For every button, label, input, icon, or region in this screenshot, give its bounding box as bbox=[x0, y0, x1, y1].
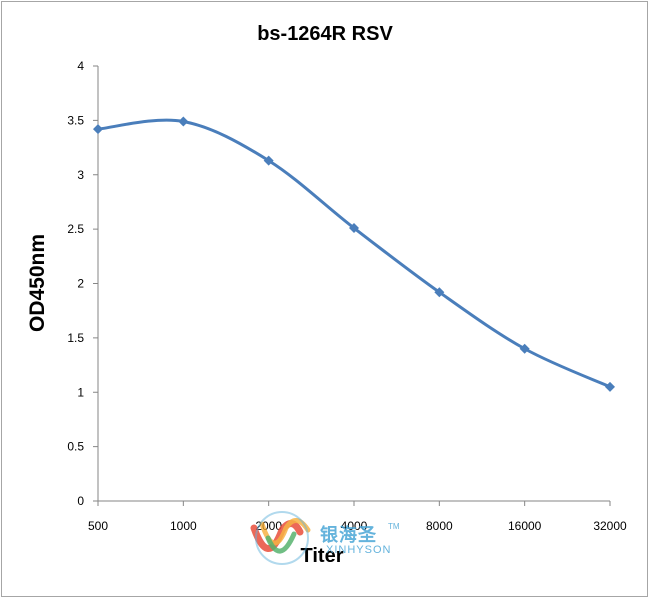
y-tick-label: 3 bbox=[77, 168, 84, 182]
x-tick-label: 32000 bbox=[593, 519, 627, 533]
watermark-chinese: 银海圣 bbox=[320, 525, 377, 546]
y-tick-label: 1 bbox=[77, 385, 84, 399]
series-line bbox=[97, 118, 611, 389]
y-tick-label: 2.5 bbox=[67, 222, 84, 236]
y-tick-label: 2 bbox=[77, 277, 84, 291]
x-tick-label: 8000 bbox=[426, 519, 453, 533]
data-point-marker bbox=[434, 287, 445, 298]
data-point-marker bbox=[349, 223, 359, 234]
y-tick-label: 3.5 bbox=[67, 113, 84, 127]
x-axis-label: Titer bbox=[301, 545, 344, 567]
watermark-icon bbox=[250, 511, 311, 565]
chart-title: bs-1264R RSV bbox=[257, 23, 393, 45]
x-tick-label: 16000 bbox=[508, 519, 542, 533]
watermark-english: XINHYSON bbox=[326, 544, 392, 556]
y-axis-label: OD450nm bbox=[26, 234, 49, 332]
data-markers bbox=[93, 116, 615, 392]
data-point-marker bbox=[605, 381, 615, 392]
data-point-marker bbox=[178, 116, 189, 127]
y-tick-label: 1.5 bbox=[67, 331, 84, 345]
data-point-marker bbox=[93, 124, 103, 135]
y-tick-label: 0 bbox=[77, 494, 84, 508]
y-tick-label: 4 bbox=[77, 59, 84, 73]
x-tick-label: 1000 bbox=[170, 519, 197, 533]
watermark-tm: TM bbox=[388, 522, 400, 531]
y-axis-ticks: 0 0.5 1 1.5 2 2.5 3 3.5 4 bbox=[67, 59, 98, 508]
data-point-marker bbox=[519, 343, 530, 354]
watermark-logo: 银海圣 TM XINHYSON bbox=[248, 508, 408, 568]
x-tick-label: 4000 bbox=[341, 519, 368, 533]
y-tick-label: 0.5 bbox=[67, 440, 84, 454]
x-tick-label: 500 bbox=[88, 519, 108, 533]
data-point-marker bbox=[263, 155, 274, 166]
